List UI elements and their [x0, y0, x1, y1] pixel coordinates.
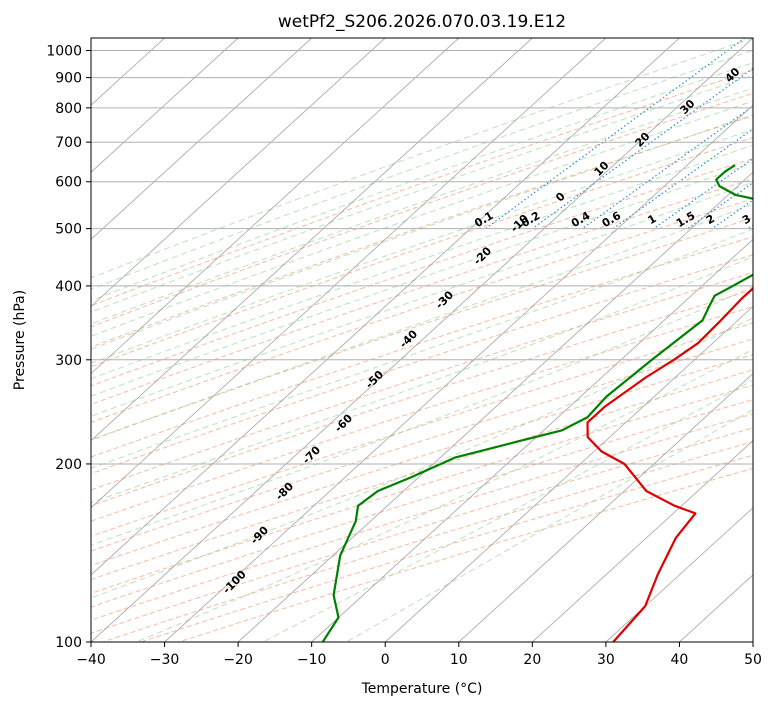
moist-adiabat-line — [91, 49, 753, 290]
dry-adiabat-line — [91, 338, 753, 552]
x-tick-label: −20 — [223, 652, 253, 668]
dry-adiabat-line — [91, 305, 753, 522]
dewpoint-profile-line — [321, 164, 753, 642]
dry-adiabat-line — [91, 289, 753, 507]
dry-adiabat-line — [91, 354, 753, 567]
y-tick-label: 200 — [55, 457, 82, 473]
moist-adiabat-line — [91, 181, 753, 417]
y-tick-label: 100 — [55, 635, 82, 651]
x-tick-label: 50 — [744, 652, 762, 668]
moist-adiabat-line — [91, 114, 753, 350]
x-tick-label: −40 — [76, 652, 106, 668]
y-tick-label: 600 — [55, 175, 82, 191]
y-axis-label: Pressure (hPa) — [12, 290, 28, 390]
isotherm-line — [384, 305, 753, 642]
isotherm-line — [237, 171, 753, 642]
moist-adiabat-line — [262, 379, 753, 642]
isotherm-line — [458, 372, 753, 642]
moist-adiabat-line — [91, 62, 753, 302]
y-tick-label: 300 — [55, 353, 82, 369]
x-tick-label: −30 — [150, 652, 180, 668]
isotherm-line — [91, 38, 533, 442]
x-axis: −40 −30 −20 −10 0 10 20 30 40 50 — [76, 642, 762, 668]
isotherm-line — [91, 38, 753, 642]
isotherm-line — [311, 238, 753, 642]
y-tick-label: 400 — [55, 279, 82, 295]
chart-title: wetPf2_S206.2026.070.03.19.E12 — [278, 12, 566, 32]
mixing-ratio-line — [532, 67, 753, 230]
dry-adiabat-line — [91, 115, 753, 348]
isotherm-line — [91, 38, 607, 509]
y-tick-label: 500 — [55, 222, 82, 238]
sounding-profiles — [321, 164, 753, 642]
x-tick-label: 10 — [450, 652, 468, 668]
moist-adiabat-line — [91, 38, 753, 279]
dry-adiabat-line — [91, 217, 753, 441]
dry-adiabat-line — [91, 69, 753, 307]
dry-adiabat-line — [91, 178, 753, 405]
isotherm-line — [605, 507, 753, 642]
plot-frame — [90, 37, 754, 643]
dry-adiabat-line — [91, 384, 753, 594]
mixing-ratio-line — [582, 105, 753, 230]
background-lines — [91, 38, 753, 642]
mixing-ratio-line — [485, 38, 746, 230]
y-tick-label: 1000 — [46, 44, 82, 60]
dry-adiabat-line — [91, 254, 753, 475]
mixing-ratio-line — [653, 157, 753, 230]
x-tick-label: 40 — [671, 652, 689, 668]
x-tick-label: 20 — [523, 652, 541, 668]
y-tick-label: 700 — [55, 135, 82, 151]
moist-adiabat-line — [91, 162, 753, 397]
x-tick-label: 30 — [597, 652, 615, 668]
dry-adiabat-line — [91, 92, 753, 328]
isotherm-line — [531, 440, 753, 642]
moist-adiabat-line — [91, 74, 753, 313]
y-tick-label: 800 — [55, 101, 82, 117]
y-tick-label: 900 — [55, 71, 82, 87]
isotherm-line — [91, 38, 239, 173]
x-axis-label: Temperature (°C) — [361, 681, 483, 697]
dry-adiabat-line — [91, 236, 753, 458]
isotherm-line — [91, 38, 680, 576]
dry-adiabat-line — [91, 322, 753, 537]
x-tick-label: 0 — [381, 652, 390, 668]
y-axis: 100 200 300 400 500 600 700 800 900 1000 — [46, 44, 91, 651]
x-tick-label: −10 — [297, 652, 327, 668]
isotherm-line — [164, 104, 753, 642]
moist-adiabat-line — [135, 348, 753, 642]
temperature-profile-line — [586, 286, 753, 642]
isotherm-line — [91, 38, 386, 308]
moist-adiabat-line — [91, 256, 753, 504]
isotherm-line — [91, 38, 460, 375]
isotherm-line — [91, 38, 313, 240]
